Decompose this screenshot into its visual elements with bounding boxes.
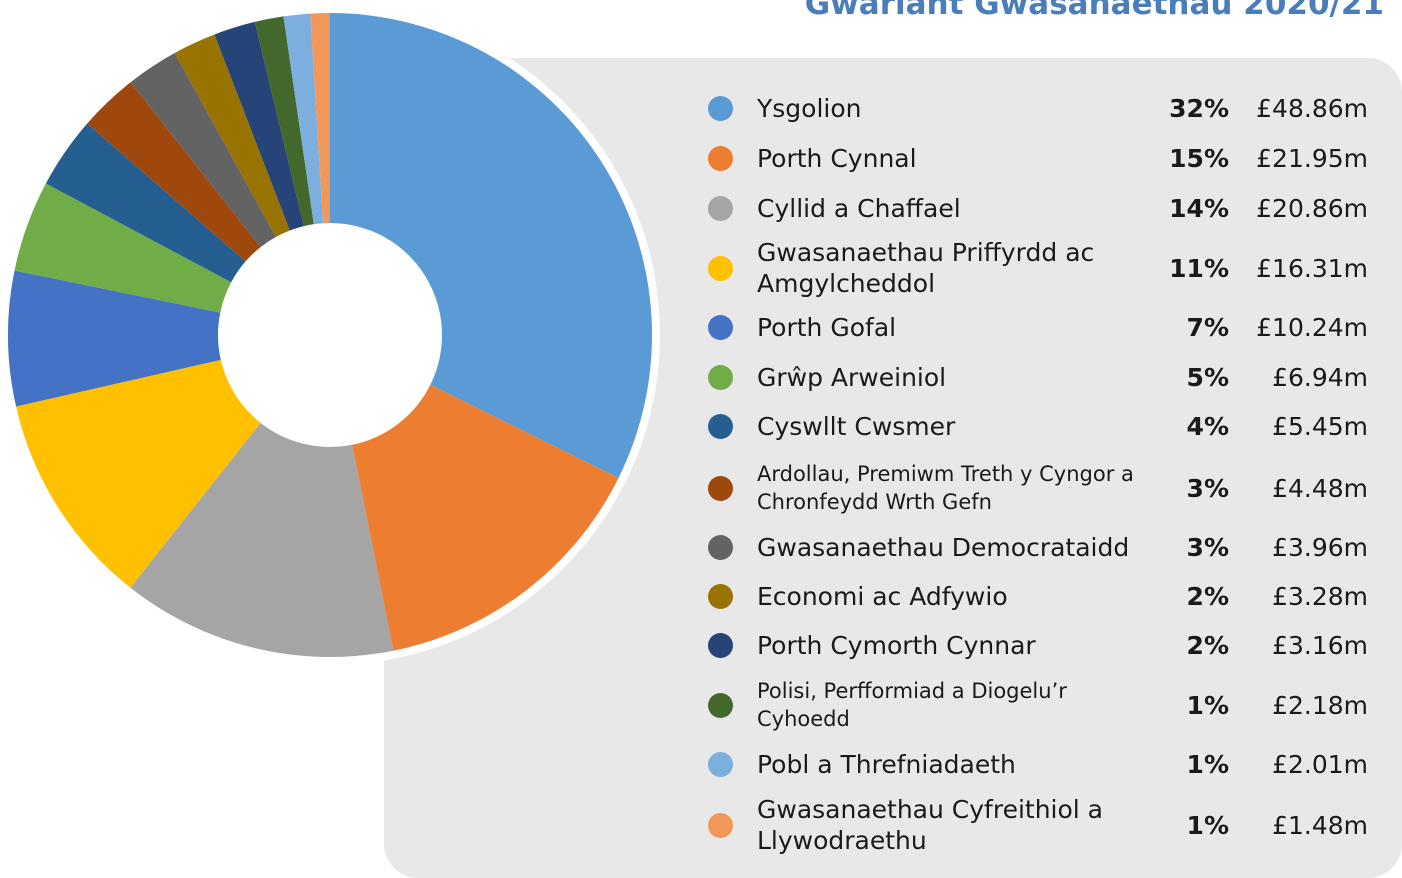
legend-label: Cyswllt Cwsmer <box>757 411 956 441</box>
percent-label: 2% <box>1186 581 1229 611</box>
legend-item: Ysgolion 32% £48.86m <box>708 78 1368 138</box>
slice <box>87 82 261 262</box>
legend-item: Cyswllt Cwsmer 4% £5.45m <box>708 396 1368 456</box>
legend-label: Grŵp Arweiniol <box>757 362 947 392</box>
percent-label: 14% <box>1169 193 1229 223</box>
slice <box>283 13 324 225</box>
slice <box>8 270 221 407</box>
legend-swatch <box>708 95 733 121</box>
legend-swatch <box>708 534 733 560</box>
legend-item: Economi ac Adfywio 2% £3.28m <box>708 566 1368 626</box>
legend-swatch <box>708 145 733 171</box>
legend-label: Polisi, Perfformiad a Diogelu’r Cyhoedd <box>757 679 1067 731</box>
percent-label: 4% <box>1186 411 1229 441</box>
value-label: £16.31m <box>1256 253 1368 283</box>
slice <box>174 34 290 237</box>
legend-swatch <box>708 314 733 340</box>
value-label: £1.48m <box>1272 810 1368 840</box>
value-label: £5.45m <box>1272 411 1368 441</box>
legend-swatch <box>708 692 733 718</box>
legend-item: Cyllid a Chaffael 14% £20.86m <box>708 178 1368 238</box>
value-label: £3.96m <box>1272 532 1368 562</box>
slice <box>130 52 276 248</box>
legend-item: Pobl a Threfniadaeth 1% £2.01m <box>708 734 1368 794</box>
legend-item: Polisi, Perfformiad a Diogelu’r Cyhoedd 1… <box>708 675 1368 735</box>
legend-item: Porth Cynnal 15% £21.95m <box>708 128 1368 188</box>
value-label: £2.18m <box>1272 690 1368 720</box>
percent-label: 11% <box>1169 253 1229 283</box>
legend-label: Gwasanaethau Democrataidd <box>757 532 1130 562</box>
slice <box>330 13 653 478</box>
value-label: £10.24m <box>1256 312 1368 342</box>
legend-swatch <box>708 195 733 221</box>
slice <box>254 16 314 227</box>
legend-swatch <box>708 364 733 390</box>
percent-label: 15% <box>1169 143 1229 173</box>
legend-item: Porth Gofal 7% £10.24m <box>708 297 1368 357</box>
legend-label: Porth Cynnal <box>757 143 917 173</box>
value-label: £3.16m <box>1272 630 1368 660</box>
value-label: £6.94m <box>1272 362 1368 392</box>
percent-label: 3% <box>1186 532 1229 562</box>
percent-label: 1% <box>1186 749 1229 779</box>
legend-label: Ysgolion <box>757 93 862 123</box>
legend-swatch <box>708 255 733 281</box>
slice <box>14 183 232 313</box>
value-label: £3.28m <box>1272 581 1368 611</box>
percent-label: 3% <box>1186 473 1229 503</box>
value-label: £20.86m <box>1256 193 1368 223</box>
legend-label: Gwasanaethau Priffyrdd ac Amgylcheddol <box>757 238 1095 298</box>
legend-swatch <box>708 583 733 609</box>
value-label: £4.48m <box>1272 473 1368 503</box>
legend-item: Gwasanaethau Cyfreithiol a Llywodraethu 1… <box>708 795 1368 855</box>
legend-item: Grŵp Arweiniol 5% £6.94m <box>708 347 1368 407</box>
slice <box>310 13 330 224</box>
legend-label: Porth Cymorth Cynnar <box>757 630 1036 660</box>
value-label: £2.01m <box>1272 749 1368 779</box>
percent-label: 2% <box>1186 630 1229 660</box>
slice <box>45 123 246 283</box>
legend-label: Porth Gofal <box>757 312 897 342</box>
legend-item: Gwasanaethau Priffyrdd ac Amgylcheddol 11… <box>708 238 1368 298</box>
value-label: £21.95m <box>1256 143 1368 173</box>
legend-swatch <box>708 475 733 501</box>
percent-label: 7% <box>1186 312 1229 342</box>
percent-label: 5% <box>1186 362 1229 392</box>
legend-label: Ardollau, Premiwm Treth y Cyngor a Chron… <box>757 462 1134 514</box>
legend-item: Ardollau, Premiwm Treth y Cyngor a Chron… <box>708 458 1368 518</box>
chart-title: Gwariant Gwasanaethau 2020/21 <box>804 0 1384 22</box>
slice <box>352 384 619 651</box>
legend-item: Gwasanaethau Democrataidd 3% £3.96m <box>708 517 1368 577</box>
legend-label: Pobl a Threfniadaeth <box>757 749 1016 779</box>
legend-swatch <box>708 812 733 838</box>
percent-label: 32% <box>1169 93 1229 123</box>
value-label: £48.86m <box>1256 93 1368 123</box>
legend-swatch <box>708 413 733 439</box>
slice <box>130 422 394 657</box>
legend-swatch <box>708 632 733 658</box>
slice <box>16 359 261 588</box>
slice <box>214 21 304 231</box>
legend-label: Cyllid a Chaffael <box>757 193 961 223</box>
legend-label: Gwasanaethau Cyfreithiol a Llywodraethu <box>757 795 1103 855</box>
chart <box>0 5 660 665</box>
legend-swatch <box>708 751 733 777</box>
percent-label: 1% <box>1186 690 1229 720</box>
legend-item: Porth Cymorth Cynnar 2% £3.16m <box>708 615 1368 675</box>
percent-label: 1% <box>1186 810 1229 840</box>
legend-label: Economi ac Adfywio <box>757 581 1008 611</box>
